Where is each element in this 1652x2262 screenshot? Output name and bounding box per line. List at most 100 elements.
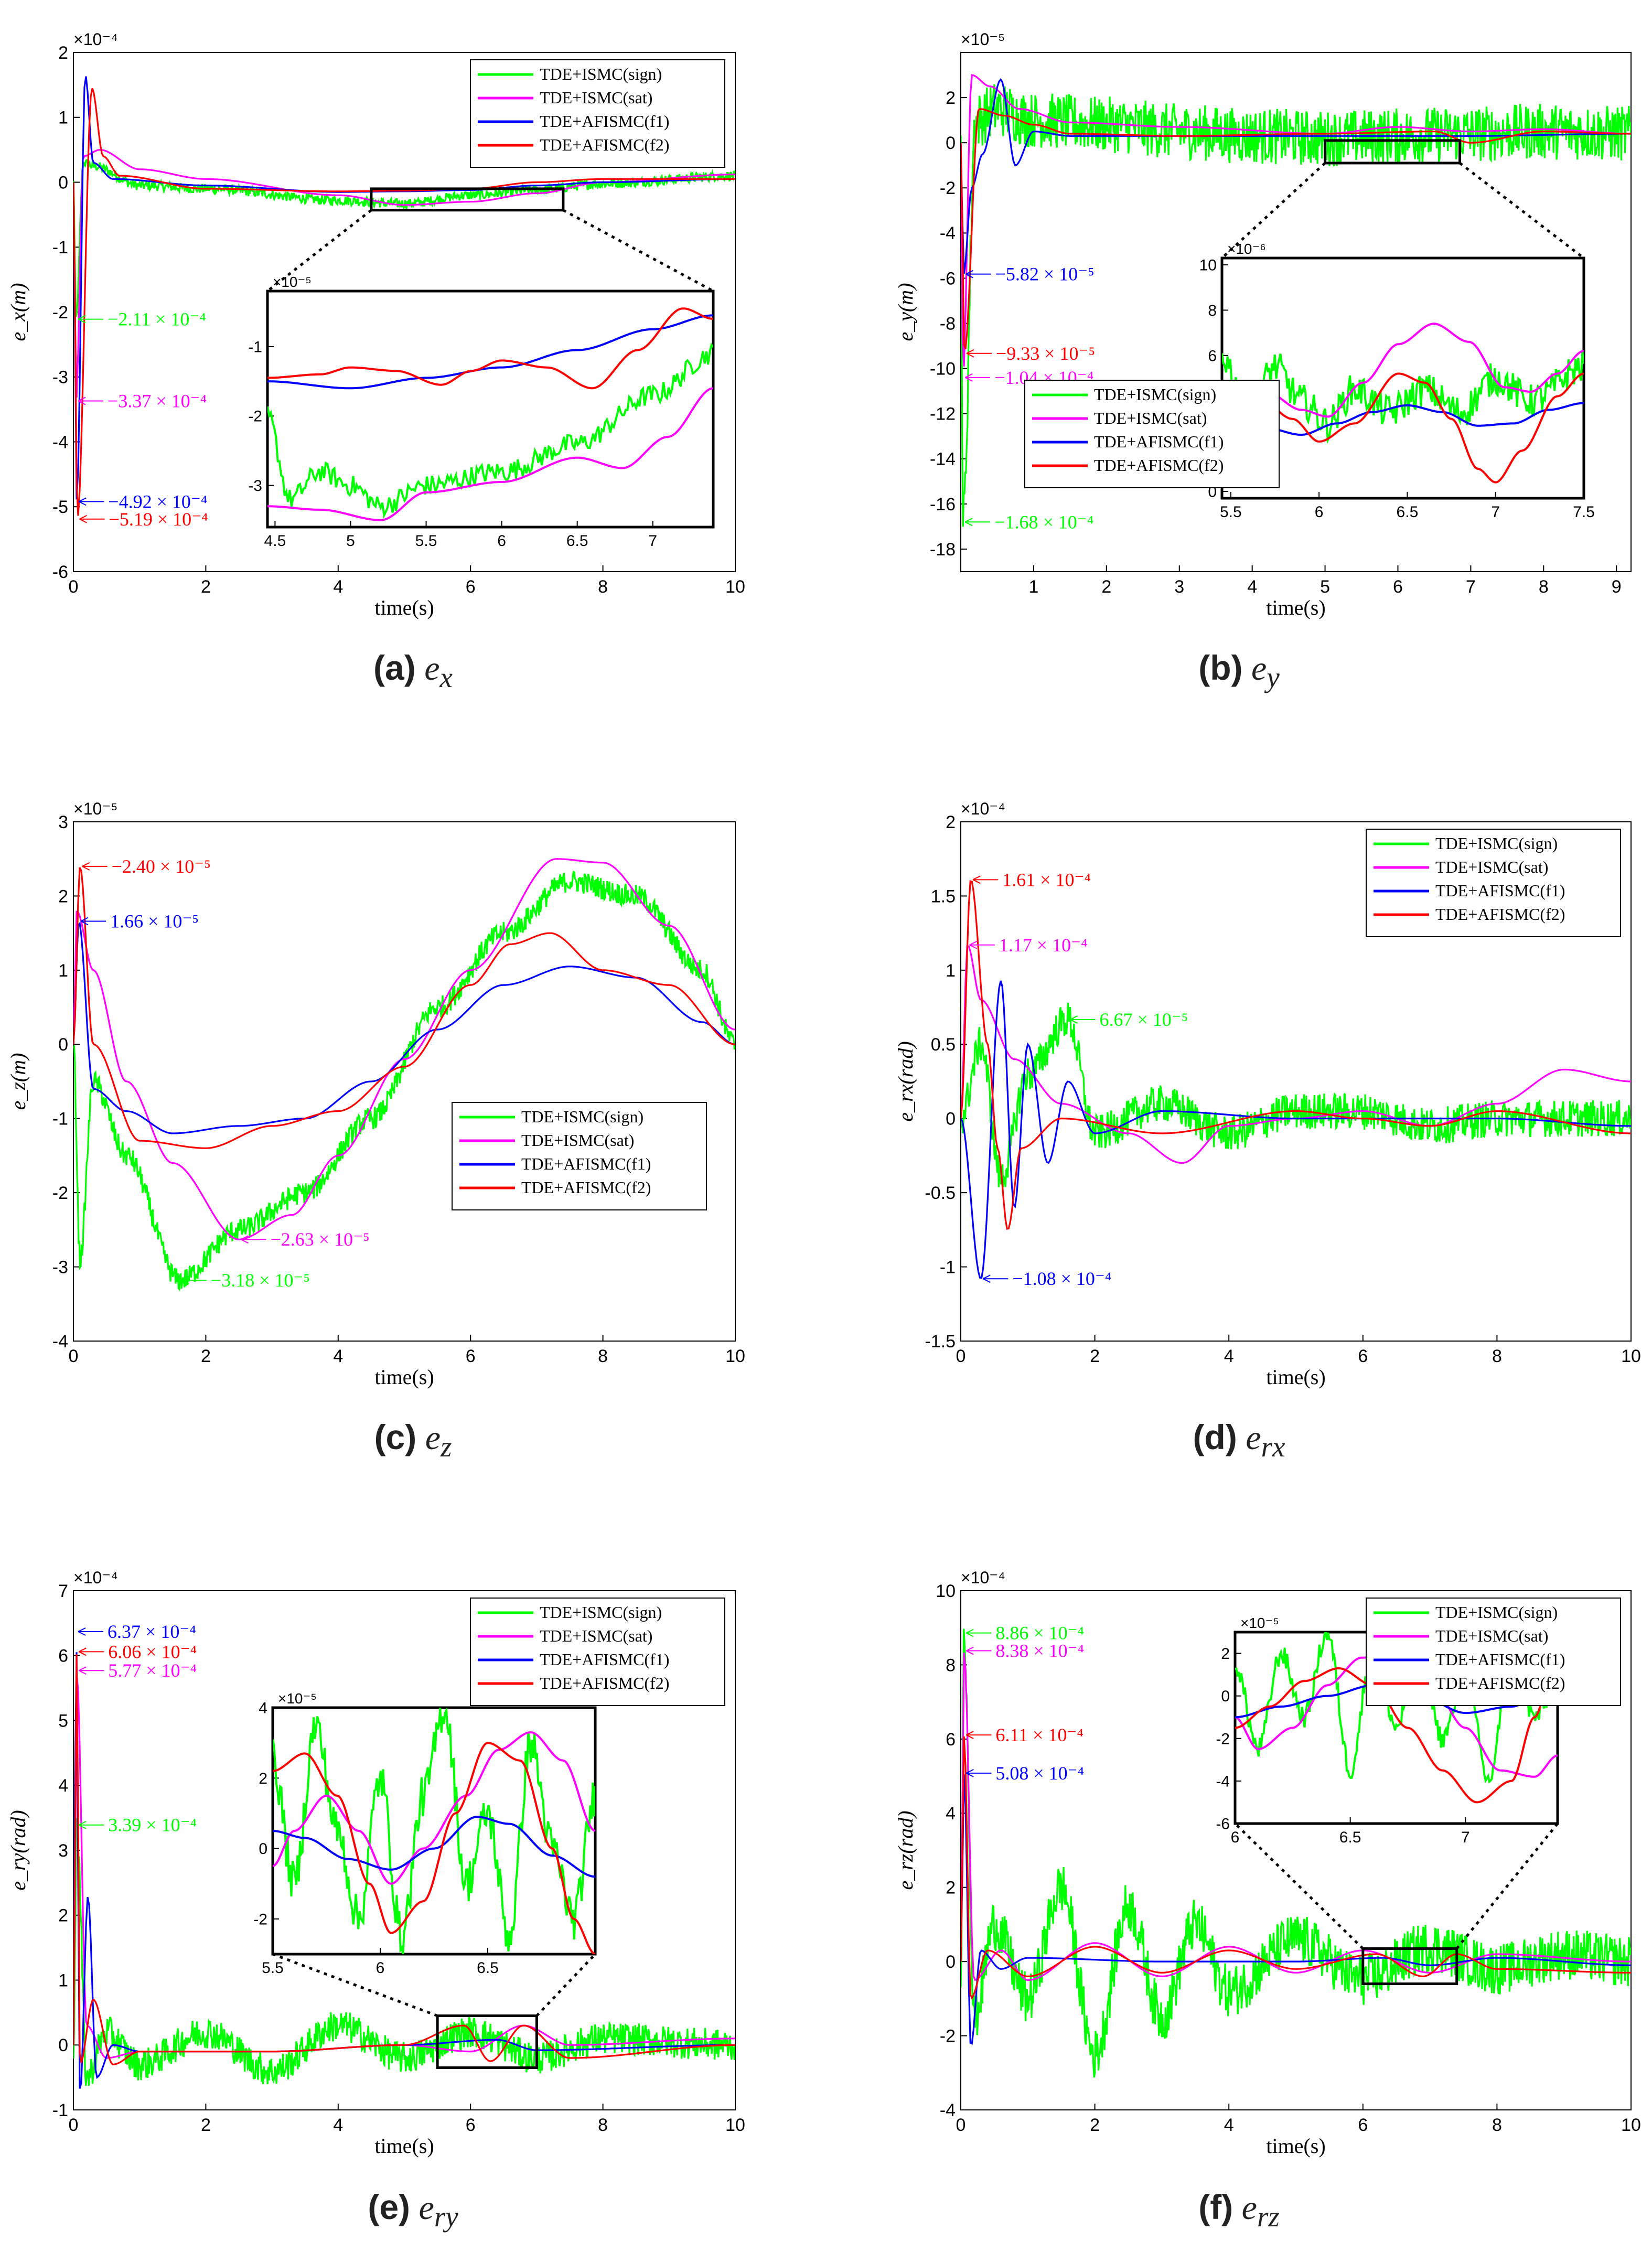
zoom-box [436,2014,538,2070]
axis-xtick-label: 2 [1101,577,1111,597]
legend-label: TDE+ISMC(sat) [1435,857,1548,876]
annotation-label: 6.67 × 10⁻⁵ [1099,1009,1188,1030]
axis-xtick-label: 2 [201,577,211,597]
axis-ytick-label: -18 [930,540,956,560]
legend-label: TDE+AFISMC(f2) [1094,456,1224,475]
annotation-arrowhead [966,1628,974,1637]
caption-variable: e [1241,2189,1257,2227]
axis-xtick-label: 0 [956,1346,966,1366]
legend-box [470,59,725,168]
zoom-box [1361,1947,1458,1986]
panel-caption: (c) ez [0,1417,826,1463]
inset-xtick-label: 6.5 [1339,1829,1361,1846]
legend-label: TDE+AFISMC(f1) [1435,1650,1565,1669]
x-axis-label: time(s) [374,596,434,619]
axis-ytick-label: 1.5 [931,886,956,906]
annotation-label: 1.17 × 10⁻⁴ [999,935,1088,956]
x-axis-label: time(s) [374,2134,434,2158]
annotation-label: 1.66 × 10⁻⁵ [110,911,199,932]
annotation-label: −3.18 × 10⁻⁵ [211,1270,310,1291]
series-line-TDE+AFISMC(f2) [961,108,1631,350]
inset-ytick-label: 6 [1208,347,1217,365]
panel-(e): 0 2 4 6 8 10-101234567×10⁻⁴time(s)e_ry(rad)6.… [6,1568,745,2158]
inset-xtick-label: 6 [376,1959,385,1977]
axis-ytick-label: 1 [58,961,68,981]
zoom-connector [266,209,372,292]
series-line-TDE+ISMC(sign) [961,1002,1631,1187]
inset-ytick-label: -2 [248,408,262,425]
axis-xtick-label: 4 [1224,1346,1234,1366]
inset-series-TDE+ISMC(sat) [1222,323,1584,418]
axis-xtick-label: 10 [725,2115,745,2135]
axis-ytick-label: 10 [936,1581,956,1601]
y-axis-label: e_x(m) [6,283,30,341]
axis-ytick-label: -1 [52,1109,68,1129]
legend: TDE+ISMC(sign) TDE+ISMC(sat) TDE+AFISMC(f1… [470,59,725,168]
annotation-arrowhead [78,1820,87,1829]
legend-label: TDE+ISMC(sign) [521,1107,643,1126]
axis-xtick-label: 5 [1320,577,1330,597]
axis-ytick-label: 1 [946,961,956,981]
annotation-arrowhead [972,875,981,884]
axis-ytick-label: 4 [946,1804,956,1824]
caption-subscript: rx [1261,1431,1285,1463]
inset-series-TDE+ISMC(sat) [267,387,713,521]
inset-frame [1220,256,1585,500]
y-axis-label: e_rz(rad) [894,1810,917,1890]
legend-label: TDE+ISMC(sign) [1435,834,1558,853]
caption-id: (e) [368,2188,411,2226]
legend-label: TDE+ISMC(sign) [540,65,662,83]
caption-variable: e [1251,649,1267,688]
annotation-arrowhead [966,1731,974,1739]
inset-exponent: ×10⁻⁵ [273,274,312,290]
y-axis-label: e_z(m) [6,1053,30,1110]
inset-series-TDE+AFISMC(f2) [1235,1642,1558,1804]
axis-ytick-label: -10 [930,359,956,379]
series-line-TDE+AFISMC(f2) [73,1654,735,2065]
inset-series-TDE+AFISMC(f2) [267,307,713,390]
annotation-label: −1.68 × 10⁻⁴ [994,511,1093,532]
axis-ytick-label: -2 [940,2026,956,2046]
inset-xtick-label: 7 [648,532,657,550]
legend-label: TDE+ISMC(sat) [1435,1626,1548,1645]
series-line-TDE+AFISMC(f1) [961,980,1631,1279]
axis-xtick-label: 8 [598,577,608,597]
caption-id: (f) [1198,2188,1233,2226]
legend-box [470,1598,725,1706]
axis-xtick-label: 10 [1621,1346,1641,1366]
axis-xtick-label: 8 [1492,2115,1502,2135]
inset-ytick-label: 4 [259,1700,267,1717]
axis-ytick-label: -4 [52,432,68,452]
annotation-arrowhead [78,497,87,506]
axis-ytick-label: -12 [930,404,956,424]
axis-xtick-label: 8 [598,1346,608,1366]
annotation-arrowhead [78,1647,87,1656]
legend: TDE+ISMC(sign) TDE+ISMC(sat) TDE+AFISMC(f1… [470,1598,725,1706]
inset-exponent: ×10⁻⁵ [1240,1615,1279,1631]
annotation-label: −4.92 × 10⁻⁴ [108,491,207,512]
axis-ytick-label: 0 [946,1109,956,1129]
axis-xtick-label: 4 [1247,577,1257,597]
axis-xtick-label: 8 [598,2115,608,2135]
legend: TDE+ISMC(sign) TDE+ISMC(sat) TDE+AFISMC(f1… [1024,380,1280,488]
inset-ytick-label: -3 [248,477,262,495]
axis-ytick-label: 2 [946,1878,956,1898]
axis-xtick-label: 2 [201,2115,211,2135]
caption-variable: e [424,649,440,688]
zoom-connector [1455,1823,1559,1949]
x-axis-label: time(s) [1266,596,1325,619]
zoom-connector [1459,162,1585,259]
caption-subscript: rz [1257,2201,1280,2233]
axis-ytick-label: 0 [58,2035,68,2055]
annotation-arrowhead [78,315,86,324]
legend-label: TDE+AFISMC(f2) [1435,1674,1565,1692]
inset-series-TDE+AFISMC(f1) [1222,402,1584,436]
axis-xtick-label: 8 [1539,577,1549,597]
axis-exponent: ×10⁻⁴ [73,1568,118,1587]
inset-panel: 4.5 5 5.5 6 6.5 7 -3 -2 -1 ×10⁻⁵ [248,274,715,550]
panel-caption: (f) erz [826,2187,1652,2233]
legend-label: TDE+AFISMC(f1) [540,112,669,131]
panel-caption: (e) ery [0,2187,826,2233]
inset-xtick-label: 4.5 [264,532,286,550]
inset-xtick-label: 6.5 [566,532,588,550]
